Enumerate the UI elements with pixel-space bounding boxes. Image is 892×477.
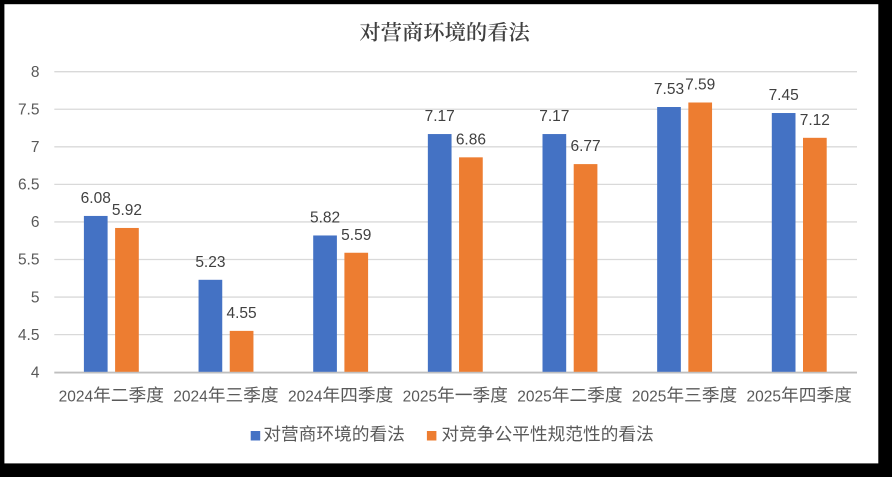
- svg-text:8: 8: [31, 64, 40, 81]
- svg-text:5: 5: [31, 289, 40, 306]
- svg-text:5.92: 5.92: [112, 202, 142, 219]
- svg-text:7.5: 7.5: [18, 101, 40, 118]
- svg-text:6: 6: [31, 214, 40, 231]
- svg-text:7.53: 7.53: [654, 81, 684, 98]
- svg-text:2025: 2025: [403, 388, 437, 405]
- svg-text:5.82: 5.82: [310, 209, 340, 226]
- svg-text:4.55: 4.55: [227, 305, 257, 322]
- svg-text:2025: 2025: [517, 388, 551, 405]
- svg-text:6.5: 6.5: [18, 177, 40, 194]
- svg-text:7: 7: [31, 139, 40, 156]
- svg-text:4: 4: [31, 364, 40, 381]
- svg-text:5.23: 5.23: [195, 254, 225, 271]
- svg-text:7.59: 7.59: [685, 77, 715, 94]
- svg-text:7.17: 7.17: [425, 108, 455, 125]
- svg-text:6.77: 6.77: [570, 138, 600, 155]
- svg-text:2024: 2024: [59, 388, 94, 405]
- svg-text:2024: 2024: [173, 388, 208, 405]
- svg-text:6.08: 6.08: [81, 190, 111, 207]
- svg-text:2025: 2025: [747, 388, 781, 405]
- svg-text:7.45: 7.45: [769, 87, 799, 104]
- svg-text:2024: 2024: [288, 388, 323, 405]
- svg-text:5.59: 5.59: [341, 227, 371, 244]
- svg-text:2025: 2025: [632, 388, 666, 405]
- svg-text:7.17: 7.17: [539, 108, 569, 125]
- svg-text:5.5: 5.5: [18, 252, 40, 269]
- svg-text:6.86: 6.86: [456, 131, 486, 148]
- svg-text:4.5: 4.5: [18, 327, 40, 344]
- svg-text:7.12: 7.12: [800, 112, 830, 129]
